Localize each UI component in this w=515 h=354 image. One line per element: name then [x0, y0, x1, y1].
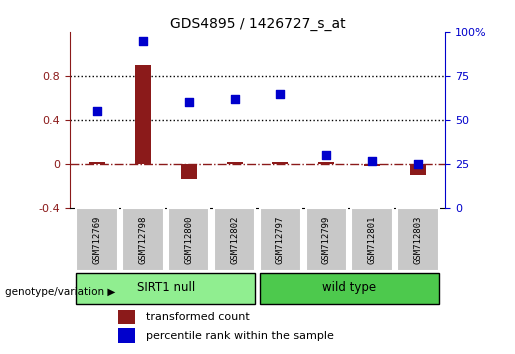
Bar [135, 65, 151, 164]
Point [322, 153, 331, 158]
Bar [168, 208, 210, 271]
Point [184, 99, 193, 105]
Bar [122, 208, 164, 271]
Bar [410, 164, 426, 175]
Text: GSM712801: GSM712801 [368, 216, 376, 264]
Text: GSM712797: GSM712797 [276, 216, 285, 264]
Text: percentile rank within the sample: percentile rank within the sample [146, 331, 334, 341]
Text: GSM712802: GSM712802 [230, 216, 239, 264]
Text: GSM712803: GSM712803 [414, 216, 422, 264]
Bar [398, 208, 439, 271]
Text: GSM712800: GSM712800 [184, 216, 193, 264]
Bar [272, 162, 288, 164]
Bar [76, 208, 117, 271]
Bar [214, 208, 255, 271]
Text: SIRT1 null: SIRT1 null [136, 281, 195, 295]
Bar [364, 164, 380, 166]
Point [93, 108, 101, 114]
Bar [118, 310, 135, 324]
Point [139, 38, 147, 44]
Text: GSM712798: GSM712798 [139, 216, 147, 264]
Title: GDS4895 / 1426727_s_at: GDS4895 / 1426727_s_at [169, 17, 346, 31]
Bar [260, 273, 439, 304]
Text: genotype/variation ▶: genotype/variation ▶ [5, 287, 115, 297]
Point [368, 158, 376, 164]
Bar [89, 162, 105, 164]
Bar [181, 164, 197, 178]
Bar [76, 273, 255, 304]
Text: wild type: wild type [322, 281, 376, 295]
Text: transformed count: transformed count [146, 313, 250, 322]
Point [414, 161, 422, 167]
Bar [260, 208, 301, 271]
Bar [305, 208, 347, 271]
Point [230, 96, 238, 102]
Bar [352, 208, 393, 271]
Text: GSM712799: GSM712799 [322, 216, 331, 264]
Point [277, 91, 285, 96]
Bar [318, 162, 334, 164]
Text: GSM712769: GSM712769 [93, 216, 101, 264]
Bar [118, 329, 135, 343]
Bar [227, 162, 243, 164]
